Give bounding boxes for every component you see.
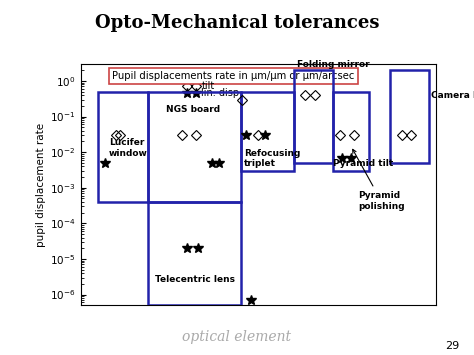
Text: Pyramid
polishing: Pyramid polishing	[353, 149, 404, 211]
Text: Refocusing
triplet: Refocusing triplet	[244, 149, 301, 168]
Text: tilt: tilt	[201, 81, 215, 91]
Bar	[241, 92, 294, 171]
Y-axis label: pupil displacement rate: pupil displacement rate	[36, 122, 46, 247]
Text: Opto-Mechanical tolerances: Opto-Mechanical tolerances	[95, 14, 379, 32]
Text: 29: 29	[446, 342, 460, 351]
Bar	[333, 92, 369, 171]
Text: Camera lens: Camera lens	[431, 91, 474, 99]
Bar	[148, 92, 241, 202]
Text: Folding mirror: Folding mirror	[298, 60, 370, 69]
Text: NGS board: NGS board	[166, 105, 220, 114]
Text: Telecentric lens: Telecentric lens	[155, 275, 235, 284]
Text: Pyramid tilt: Pyramid tilt	[333, 159, 393, 168]
Text: Pupil displacements rate in μm/μm or μm/arcsec: Pupil displacements rate in μm/μm or μm/…	[112, 71, 355, 81]
Bar	[148, 202, 241, 305]
Bar	[294, 70, 333, 163]
Text: lin. disp.: lin. disp.	[201, 88, 243, 98]
Bar	[99, 92, 148, 202]
Text: optical element: optical element	[182, 331, 292, 344]
Text: Lucifer
window: Lucifer window	[109, 138, 148, 158]
Bar	[390, 70, 429, 163]
